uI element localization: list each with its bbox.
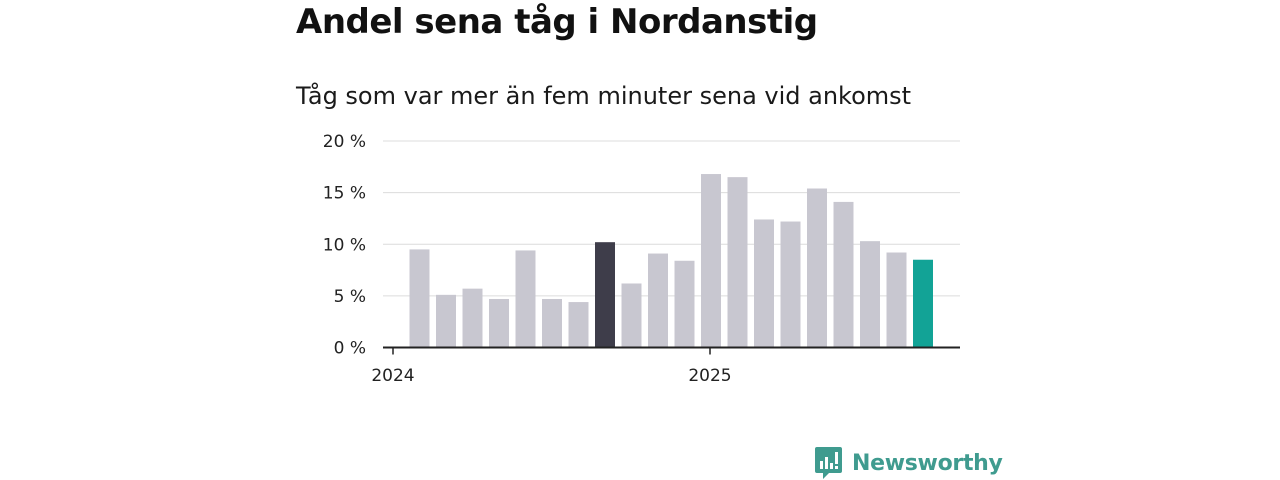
bars [409,174,933,348]
bar [489,298,509,348]
newsworthy-logo-icon [815,447,842,479]
axes: 0 % 5 % 10 % 15 % 20 % 2024 2025 [323,132,960,386]
x-tick-label: 2024 [371,366,414,386]
bar [462,288,483,348]
bar [886,252,907,348]
bar [701,174,721,348]
y-tick-label: 15 % [323,184,366,204]
bar [860,241,880,348]
chart-subtitle: Tåg som var mer än fem minuter sena vid … [296,82,912,110]
y-tick-label: 0 % [334,339,366,359]
y-tick-label: 10 % [323,235,366,255]
bar [621,283,642,348]
bar [542,298,562,348]
bar [727,177,748,348]
bar [648,253,668,348]
bar [568,302,589,348]
newsworthy-logo: Newsworthy [814,446,1003,480]
y-tick-label: 20 % [323,132,366,152]
bar [754,219,774,348]
bar [515,250,536,348]
bar [674,260,695,348]
bar [833,201,854,348]
x-tick-label: 2025 [688,366,731,386]
chart-title: Andel sena tåg i Nordanstig [296,2,818,42]
bar [409,249,430,348]
y-tick-label: 5 % [334,287,366,307]
bar-latest [913,259,933,348]
bar-highlight [595,242,615,348]
brand-name: Newsworthy [852,450,1003,476]
bar [780,221,801,348]
bar [436,294,456,348]
bar [807,188,827,348]
